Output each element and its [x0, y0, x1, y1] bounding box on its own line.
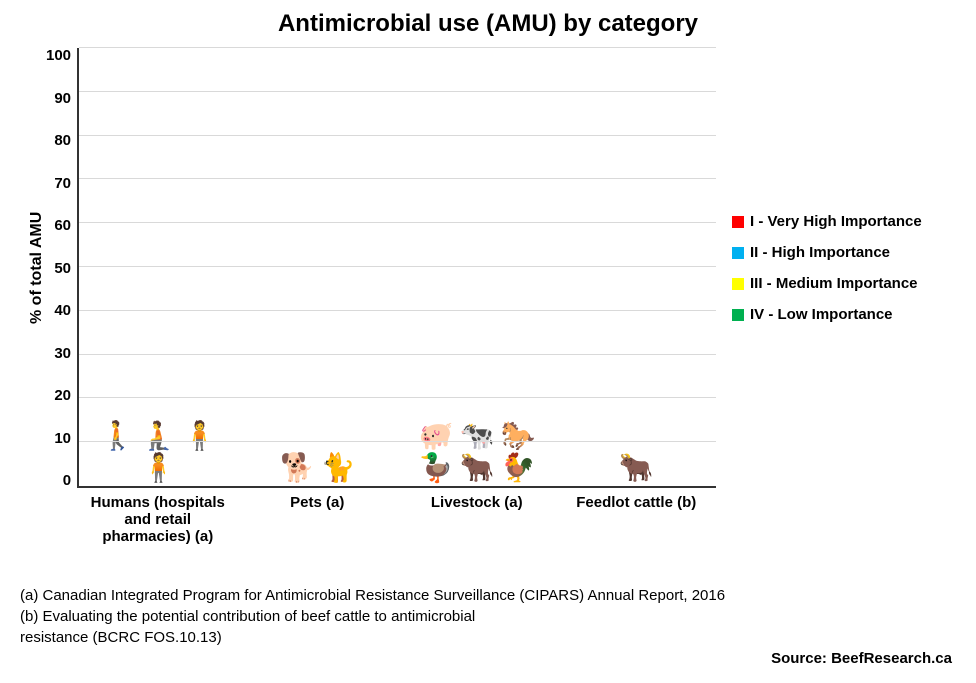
footnote-line: (a) Canadian Integrated Program for Anti… [20, 585, 956, 606]
legend-label: I - Very High Importance [750, 213, 922, 230]
chart-title: Antimicrobial use (AMU) by category [20, 10, 956, 38]
grid-line [79, 310, 716, 311]
grid-line [79, 441, 716, 442]
x-axis-label: Humans (hospitals and retail pharmacies)… [83, 494, 233, 545]
grid-line [79, 222, 716, 223]
category-icons: 🐕🐈 [248, 454, 388, 482]
grid-line [79, 135, 716, 136]
legend-swatch [732, 309, 744, 321]
legend-item: II - High Importance [732, 244, 956, 261]
y-tick: 40 [54, 303, 71, 318]
category-icon: 🧍 [141, 454, 176, 482]
legend-item: IV - Low Importance [732, 306, 956, 323]
legend-item: I - Very High Importance [732, 213, 956, 230]
category-icon: 🐖 [419, 422, 454, 450]
legend-swatch [732, 216, 744, 228]
grid-line [79, 266, 716, 267]
footnotes: (a) Canadian Integrated Program for Anti… [20, 585, 956, 648]
category-icon: 🐂 [619, 454, 654, 482]
y-tick: 20 [54, 388, 71, 403]
category-icon: 🐓 [501, 454, 536, 482]
y-tick: 90 [54, 91, 71, 106]
legend-swatch [732, 247, 744, 259]
category-icon: 🐕 [280, 454, 315, 482]
category-icon: 🧎 [141, 422, 176, 450]
legend-label: II - High Importance [750, 244, 890, 261]
y-tick: 50 [54, 261, 71, 276]
category-icon: 🚶 [100, 422, 135, 450]
category-icon: 🐄 [460, 422, 495, 450]
footnote-line: (b) Evaluating the potential contributio… [20, 606, 956, 627]
category-icon: 🦆 [419, 454, 454, 482]
legend-label: III - Medium Importance [750, 275, 918, 292]
category-icons: 🐂 [566, 454, 706, 482]
category-icon: 🧍 [182, 422, 217, 450]
chart-area: % of total AMU 1009080706050403020100 🚶🧎… [20, 48, 956, 488]
category-icon: 🐈 [321, 454, 356, 482]
grid-line [79, 91, 716, 92]
grid-line [79, 47, 716, 48]
source-attribution: Source: BeefResearch.ca [771, 650, 952, 667]
x-axis-label: Pets (a) [242, 494, 392, 545]
legend-item: III - Medium Importance [732, 275, 956, 292]
grid-line [79, 354, 716, 355]
y-tick: 0 [63, 473, 71, 488]
y-tick: 80 [54, 133, 71, 148]
x-axis-label: Feedlot cattle (b) [561, 494, 711, 545]
y-tick: 70 [54, 176, 71, 191]
grid-line [79, 178, 716, 179]
y-tick: 30 [54, 346, 71, 361]
y-tick: 10 [54, 431, 71, 446]
legend-label: IV - Low Importance [750, 306, 893, 323]
category-icon: 🐎 [501, 422, 536, 450]
category-icon: 🐂 [460, 454, 495, 482]
footnote-line: resistance (BCRC FOS.10.13) [20, 627, 956, 648]
grid-line [79, 397, 716, 398]
legend: I - Very High Importance II - High Import… [716, 48, 956, 488]
y-tick: 60 [54, 218, 71, 233]
x-axis-label: Livestock (a) [402, 494, 552, 545]
plot-area: 🚶🧎🧍🧍🐕🐈🐖🐄🐎🦆🐂🐓🐂 [77, 48, 716, 488]
y-axis-label: % of total AMU [20, 48, 46, 488]
x-axis-labels: Humans (hospitals and retail pharmacies)… [78, 494, 716, 545]
legend-swatch [732, 278, 744, 290]
y-axis: 1009080706050403020100 [46, 48, 77, 488]
category-icons: 🐖🐄🐎 🦆🐂🐓 [407, 422, 547, 482]
category-icons: 🚶🧎🧍🧍 [89, 422, 229, 482]
y-tick: 100 [46, 48, 71, 63]
